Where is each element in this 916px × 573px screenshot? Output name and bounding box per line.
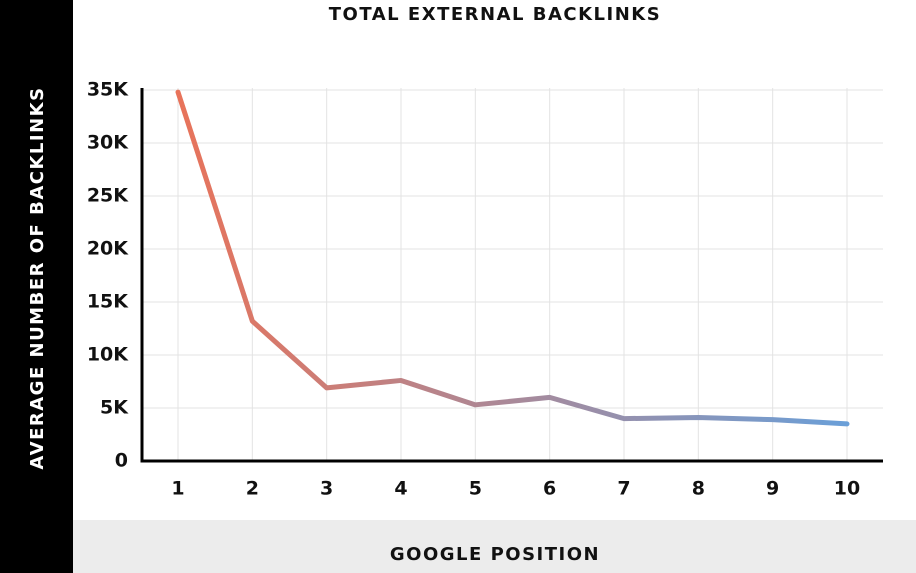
x-axis-label: GOOGLE POSITION <box>390 544 600 565</box>
x-tick-label: 2 <box>246 478 259 500</box>
y-tick-label: 15K <box>87 291 129 313</box>
x-tick-label: 10 <box>834 478 860 500</box>
x-tick-label: 6 <box>543 478 556 500</box>
line <box>175 89 850 427</box>
bottom-band <box>73 520 916 573</box>
y-tick-label: 25K <box>87 185 129 207</box>
x-tick-label: 8 <box>692 478 705 500</box>
x-tick-label: 5 <box>469 478 482 500</box>
x-tick-label: 7 <box>617 478 630 500</box>
y-tick-label: 0 <box>115 450 128 472</box>
x-tick-label: 4 <box>394 478 407 500</box>
y-tick-label: 5K <box>100 397 129 419</box>
y-tick-label: 30K <box>87 132 129 154</box>
chart-title: TOTAL EXTERNAL BACKLINKS <box>329 4 661 25</box>
y-axis-label: AVERAGE NUMBER OF BACKLINKS <box>27 86 48 469</box>
y-tick-label: 20K <box>87 238 129 260</box>
x-tick-label: 3 <box>320 478 333 500</box>
y-tick-label: 10K <box>87 344 129 366</box>
side-band <box>0 0 73 573</box>
x-tick-label: 1 <box>171 478 184 500</box>
x-tick-label: 9 <box>766 478 779 500</box>
y-tick-label: 35K <box>87 79 129 101</box>
